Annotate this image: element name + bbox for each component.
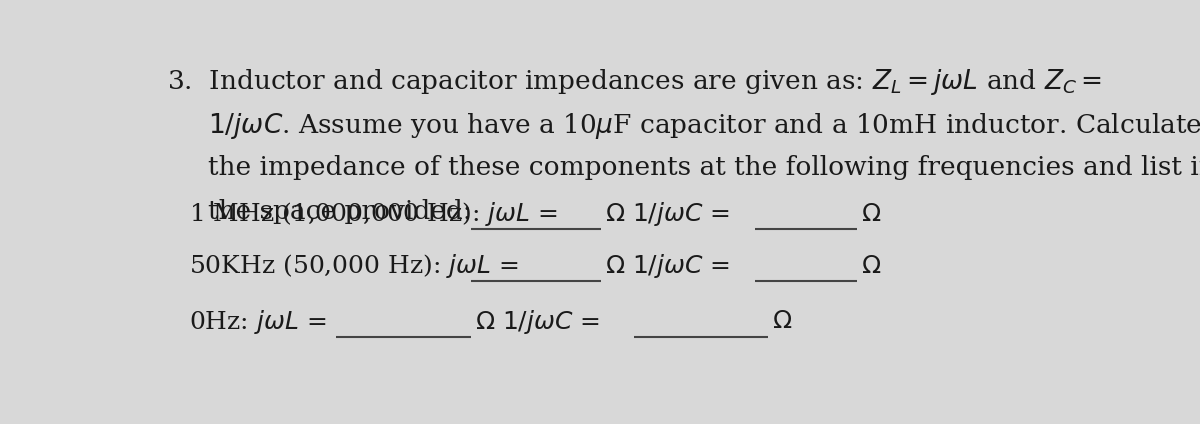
Text: 1 MHz (1,000,000 Hz): $j\omega L$ =: 1 MHz (1,000,000 Hz): $j\omega L$ = — [190, 200, 558, 228]
Text: $\Omega$: $\Omega$ — [860, 203, 881, 226]
Text: the space provided:: the space provided: — [208, 199, 472, 224]
Text: the impedance of these components at the following frequencies and list in: the impedance of these components at the… — [208, 155, 1200, 180]
Text: $\Omega$ $1/j\omega C$ =: $\Omega$ $1/j\omega C$ = — [474, 308, 600, 336]
Text: 50KHz (50,000 Hz): $j\omega L$ =: 50KHz (50,000 Hz): $j\omega L$ = — [190, 252, 518, 280]
Text: $\Omega$: $\Omega$ — [772, 310, 792, 333]
Text: $\Omega$: $\Omega$ — [860, 255, 881, 278]
Text: 3.  Inductor and capacitor impedances are given as: $Z_L = j\omega L$ and $Z_C =: 3. Inductor and capacitor impedances are… — [167, 67, 1102, 97]
Text: 0Hz: $j\omega L$ =: 0Hz: $j\omega L$ = — [190, 308, 326, 336]
Text: $\Omega$ $1/j\omega C$ =: $\Omega$ $1/j\omega C$ = — [605, 252, 730, 280]
Text: $\Omega$ $1/j\omega C$ =: $\Omega$ $1/j\omega C$ = — [605, 200, 730, 228]
Text: $1/j\omega C$. Assume you have a 10$\mu$F capacitor and a 10mH inductor. Calcula: $1/j\omega C$. Assume you have a 10$\mu$… — [208, 111, 1200, 141]
